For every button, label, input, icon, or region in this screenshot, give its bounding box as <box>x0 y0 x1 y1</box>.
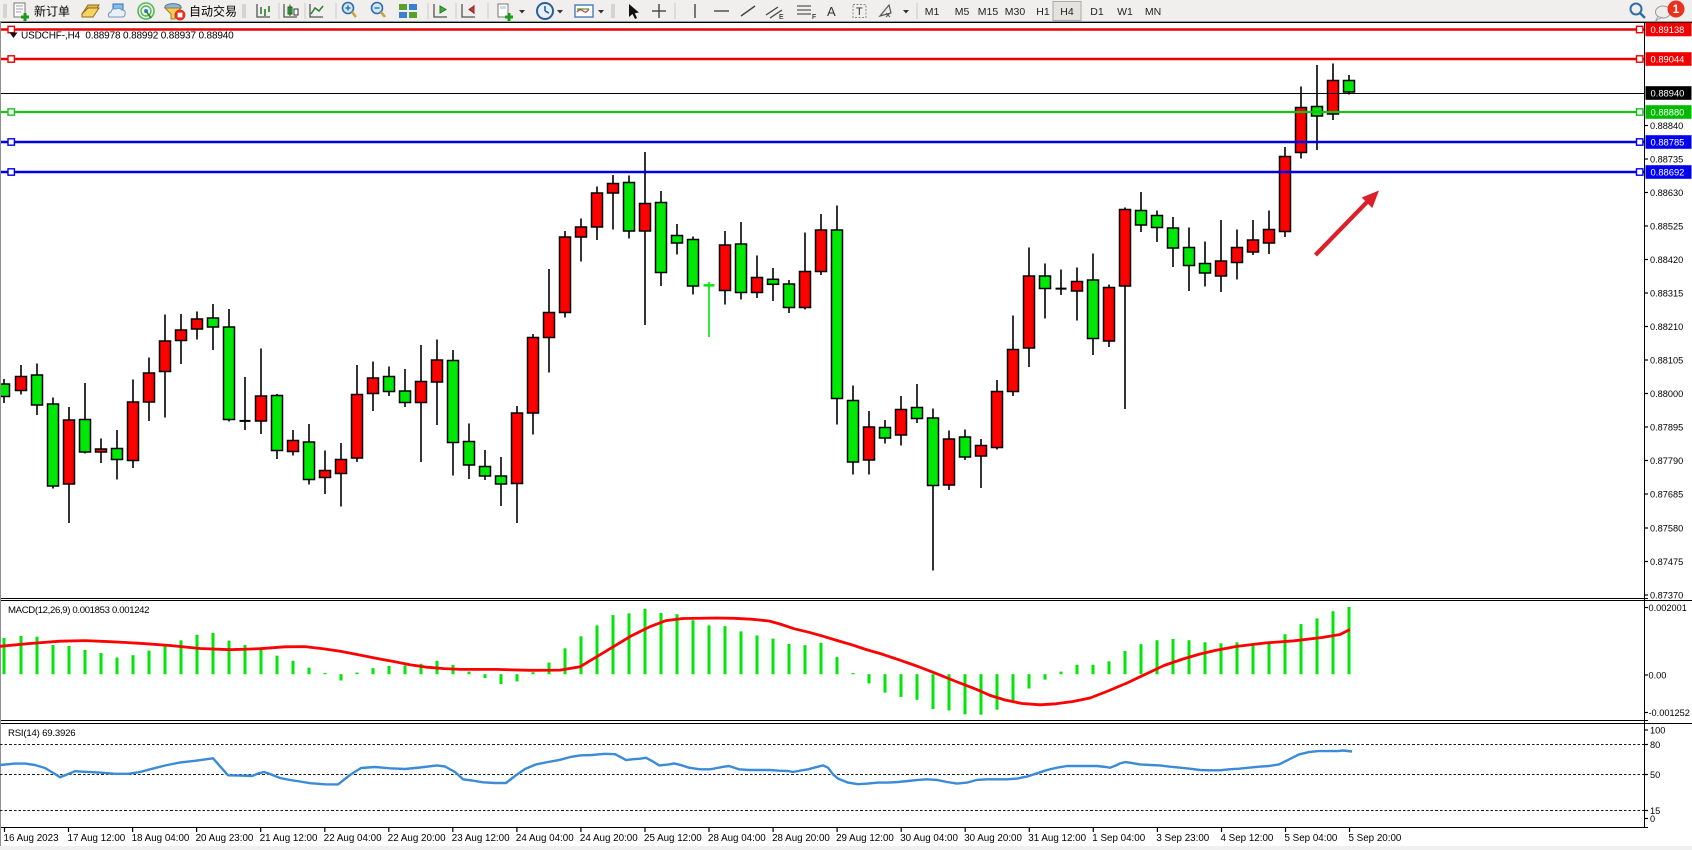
svg-text:M5: M5 <box>955 6 970 18</box>
svg-text:自动交易: 自动交易 <box>189 4 237 19</box>
svg-text:-0.001252: -0.001252 <box>1649 708 1690 718</box>
svg-text:23 Aug 12:00: 23 Aug 12:00 <box>452 833 510 844</box>
svg-text:M15: M15 <box>978 6 999 18</box>
svg-text:0.87370: 0.87370 <box>1650 590 1683 600</box>
svg-text:D1: D1 <box>1090 6 1104 18</box>
svg-text:0.87790: 0.87790 <box>1650 456 1683 466</box>
svg-text:5 Sep 04:00: 5 Sep 04:00 <box>1285 833 1338 844</box>
svg-text:0.87685: 0.87685 <box>1650 489 1683 499</box>
svg-text:5 Sep 20:00: 5 Sep 20:00 <box>1349 833 1402 844</box>
svg-text:A: A <box>827 4 836 19</box>
svg-text:25 Aug 12:00: 25 Aug 12:00 <box>644 833 702 844</box>
svg-text:M1: M1 <box>925 6 940 18</box>
svg-text:0.00: 0.00 <box>1649 670 1667 680</box>
svg-text:0.88420: 0.88420 <box>1650 255 1683 265</box>
svg-text:30 Aug 04:00: 30 Aug 04:00 <box>900 833 958 844</box>
svg-text:16 Aug 2023: 16 Aug 2023 <box>4 833 60 844</box>
svg-text:M30: M30 <box>1005 6 1026 18</box>
svg-text:H1: H1 <box>1036 6 1050 18</box>
svg-text:28 Aug 20:00: 28 Aug 20:00 <box>772 833 830 844</box>
svg-text:0.89044: 0.89044 <box>1651 54 1685 65</box>
svg-text:0.002001: 0.002001 <box>1649 603 1687 613</box>
svg-text:22 Aug 04:00: 22 Aug 04:00 <box>324 833 382 844</box>
svg-text:MACD(12,26,9) 0.001853 0.00124: MACD(12,26,9) 0.001853 0.001242 <box>8 605 149 616</box>
svg-text:0.88315: 0.88315 <box>1650 288 1683 298</box>
svg-text:0.87475: 0.87475 <box>1650 557 1683 567</box>
svg-text:0.87580: 0.87580 <box>1650 523 1683 533</box>
svg-text:1: 1 <box>1673 4 1680 16</box>
svg-text:0.89138: 0.89138 <box>1651 24 1685 35</box>
svg-text:3 Sep 23:00: 3 Sep 23:00 <box>1156 833 1209 844</box>
svg-text:20 Aug 23:00: 20 Aug 23:00 <box>196 833 254 844</box>
svg-text:F: F <box>812 14 816 21</box>
svg-text:100: 100 <box>1650 725 1665 735</box>
svg-text:17 Aug 12:00: 17 Aug 12:00 <box>68 833 126 844</box>
svg-text:0.88880: 0.88880 <box>1651 107 1685 118</box>
svg-text:24 Aug 20:00: 24 Aug 20:00 <box>580 833 638 844</box>
svg-text:0.88785: 0.88785 <box>1651 137 1685 148</box>
svg-text:W1: W1 <box>1117 6 1133 18</box>
svg-text:0.88525: 0.88525 <box>1650 221 1683 231</box>
svg-text:E: E <box>779 14 784 21</box>
svg-text:4 Sep 12:00: 4 Sep 12:00 <box>1221 833 1274 844</box>
svg-text:0.88000: 0.88000 <box>1650 389 1683 399</box>
svg-text:MN: MN <box>1145 6 1161 18</box>
svg-text:15: 15 <box>1650 806 1660 816</box>
svg-text:22 Aug 20:00: 22 Aug 20:00 <box>388 833 446 844</box>
svg-text:RSI(14) 69.3926: RSI(14) 69.3926 <box>8 728 75 739</box>
svg-text:18 Aug 04:00: 18 Aug 04:00 <box>132 833 190 844</box>
svg-text:50: 50 <box>1650 770 1660 780</box>
svg-text:0.88840: 0.88840 <box>1650 121 1683 131</box>
svg-text:0.88210: 0.88210 <box>1650 322 1683 332</box>
svg-text:新订单: 新订单 <box>34 4 70 19</box>
svg-text:0.88630: 0.88630 <box>1650 188 1683 198</box>
svg-text:H4: H4 <box>1060 6 1074 18</box>
svg-text:29 Aug 12:00: 29 Aug 12:00 <box>836 833 894 844</box>
svg-text:28 Aug 04:00: 28 Aug 04:00 <box>708 833 766 844</box>
svg-text:1 Sep 04:00: 1 Sep 04:00 <box>1092 833 1145 844</box>
svg-text:T: T <box>856 6 863 18</box>
svg-text:30 Aug 20:00: 30 Aug 20:00 <box>964 833 1022 844</box>
svg-text:80: 80 <box>1650 740 1660 750</box>
svg-text:31 Aug 12:00: 31 Aug 12:00 <box>1028 833 1086 844</box>
svg-text:0.88940: 0.88940 <box>1651 88 1685 99</box>
svg-text:0.88105: 0.88105 <box>1650 355 1683 365</box>
svg-text:0: 0 <box>1650 814 1655 824</box>
svg-text:USDCHF-,H4 0.88978 0.88992 0.: USDCHF-,H4 0.88978 0.88992 0.88937 0.889… <box>21 31 234 42</box>
svg-text:21 Aug 12:00: 21 Aug 12:00 <box>260 833 318 844</box>
svg-text:0.88735: 0.88735 <box>1650 154 1683 164</box>
svg-text:24 Aug 04:00: 24 Aug 04:00 <box>516 833 574 844</box>
svg-text:0.88692: 0.88692 <box>1651 167 1685 178</box>
svg-text:0.87895: 0.87895 <box>1650 422 1683 432</box>
